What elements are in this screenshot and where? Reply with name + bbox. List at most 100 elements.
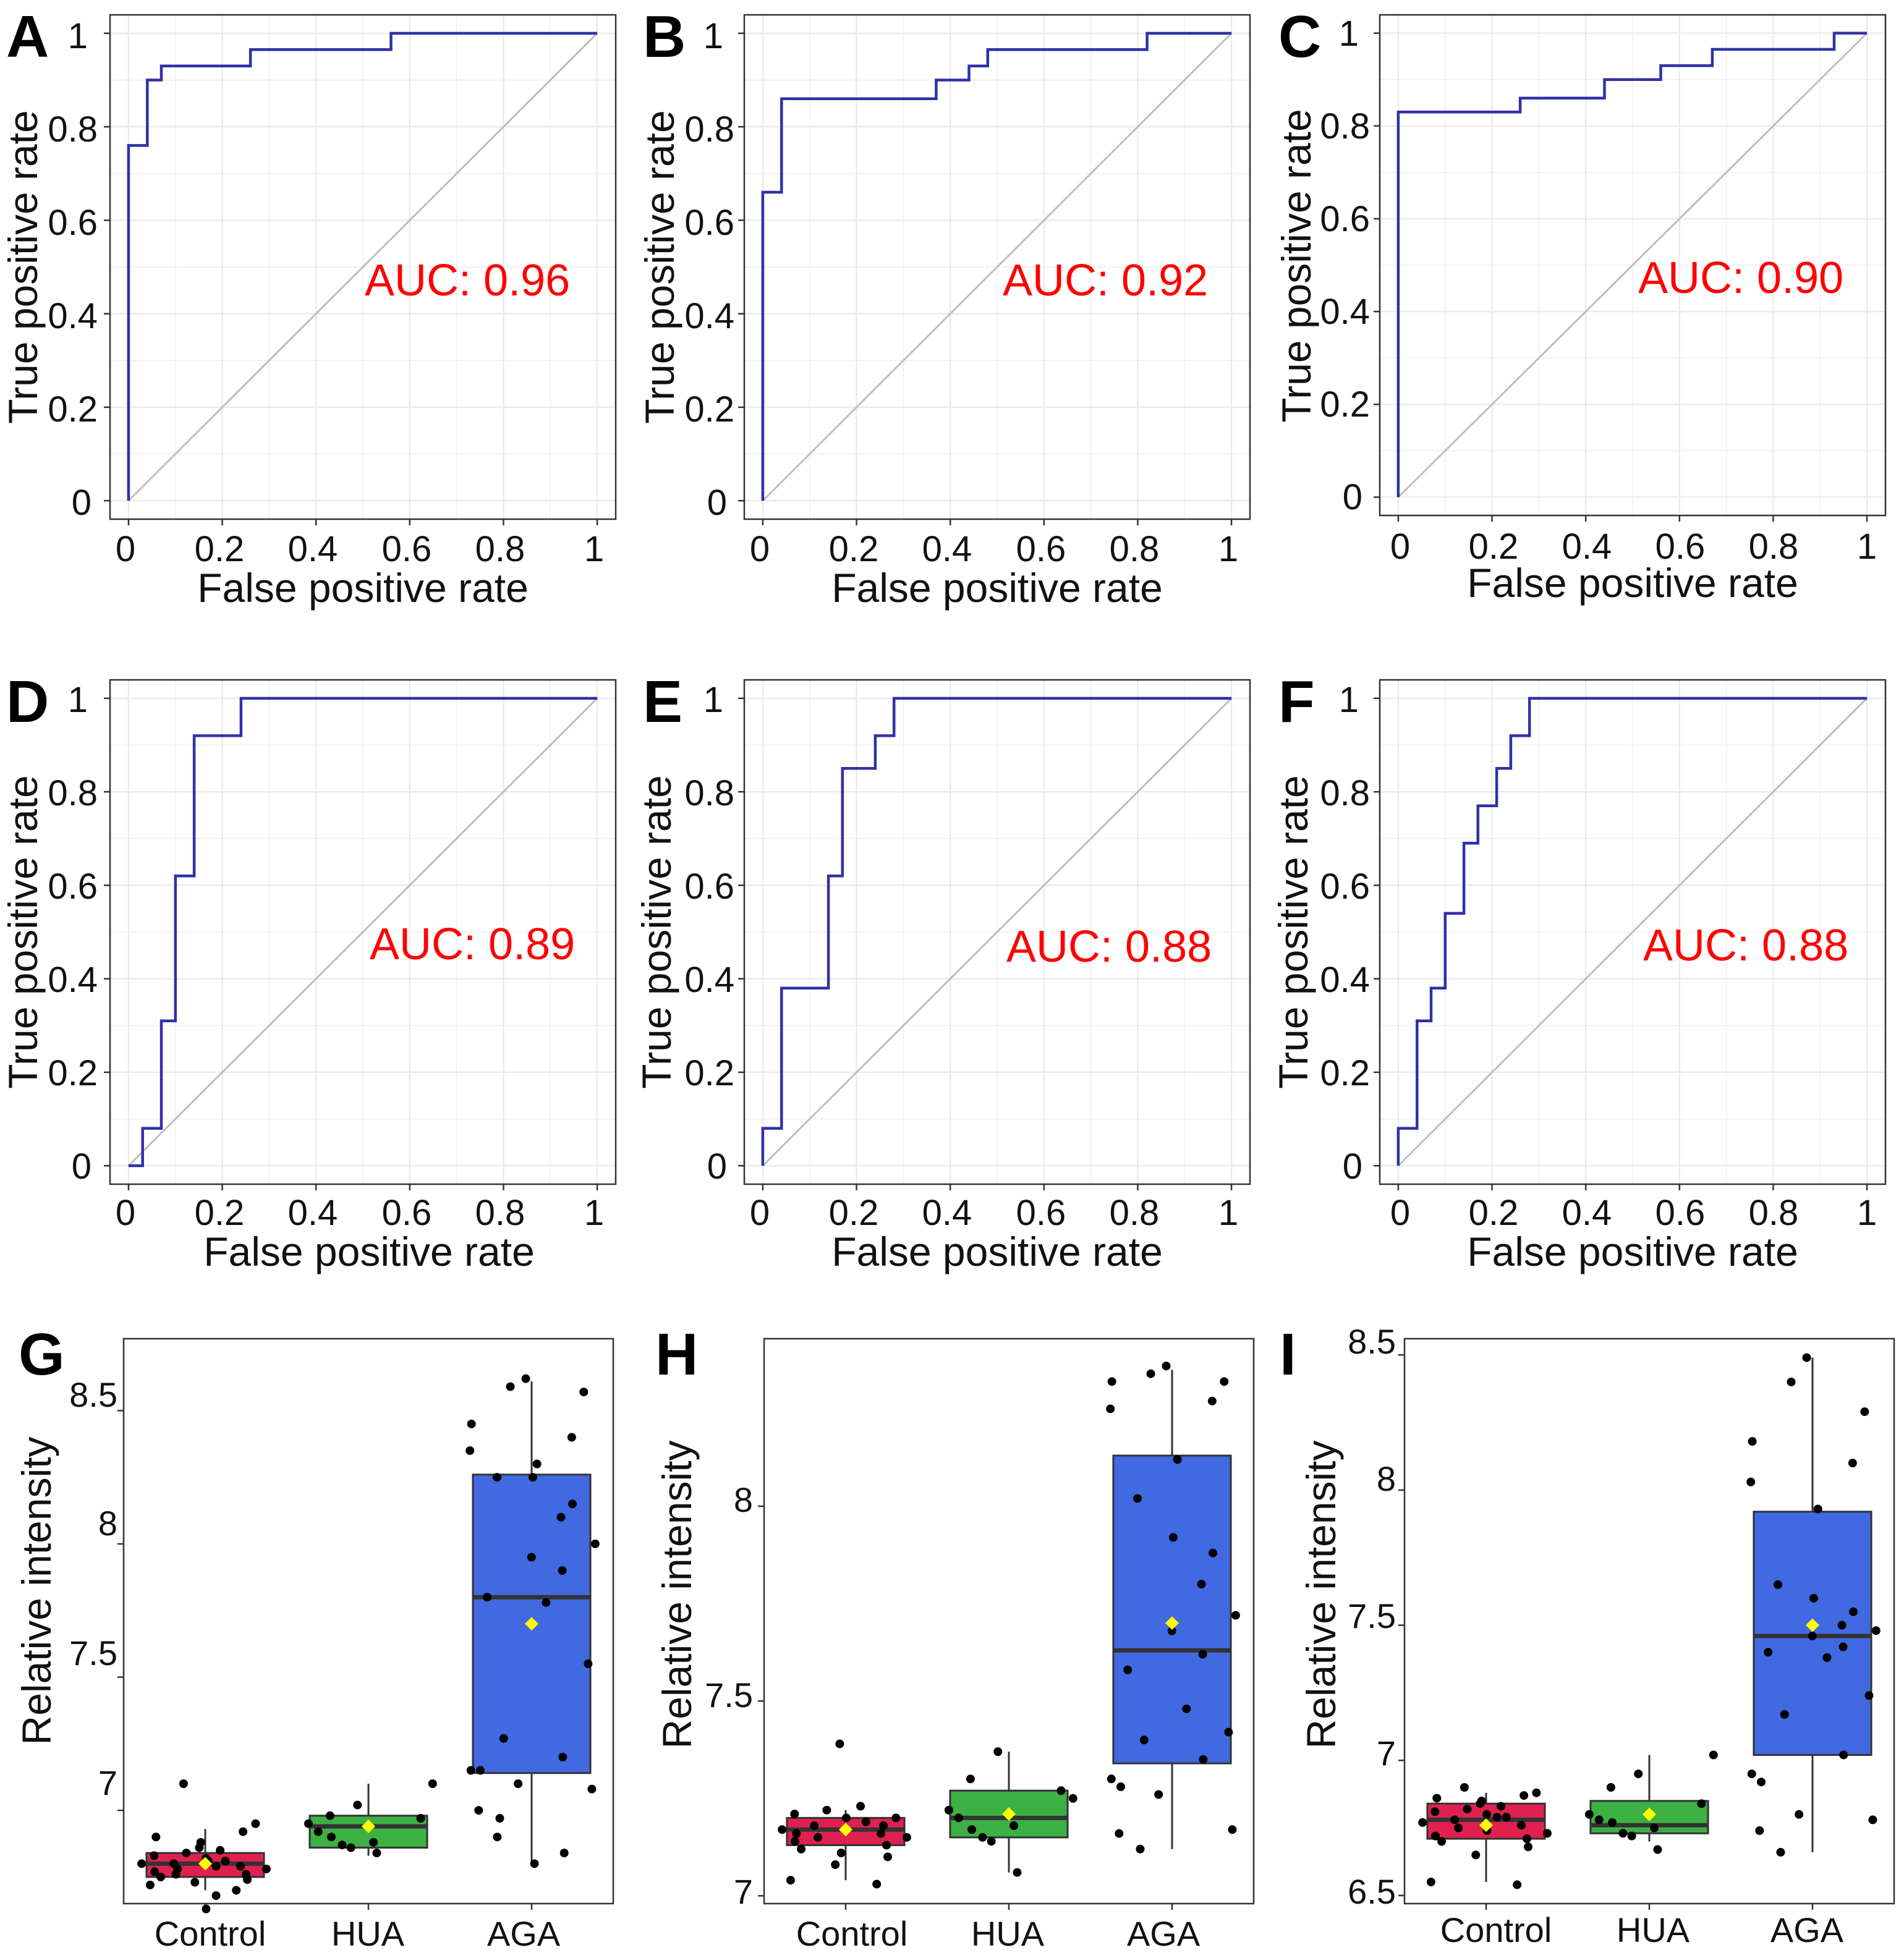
y-tick-label: 1 [703, 680, 723, 720]
x-tick-label: 0.2 [829, 529, 879, 569]
x-axis-title: False positive rate [831, 1229, 1163, 1274]
data-point [1437, 1837, 1447, 1846]
data-point [1220, 1377, 1229, 1386]
y-tick-label: 0.8 [684, 109, 734, 150]
x-tick-label: 1 [1857, 1193, 1877, 1233]
panel-letter: A [6, 4, 49, 70]
data-point [1627, 1831, 1636, 1841]
data-point [944, 1805, 953, 1815]
data-point [493, 1833, 502, 1842]
x-tick-label: 0.6 [382, 529, 432, 569]
data-point [325, 1811, 334, 1820]
y-tick-label: 7 [734, 1872, 753, 1911]
plot-border [1379, 679, 1887, 1185]
y-tick-label: 1 [1339, 680, 1359, 720]
y-axis-title: True positive rate [1273, 109, 1319, 422]
data-point [1162, 1362, 1171, 1371]
data-point [1838, 1642, 1848, 1651]
data-point [1755, 1826, 1764, 1835]
x-tick-label: 0 [116, 529, 135, 569]
data-point [239, 1827, 248, 1836]
x-tick-label: 0.8 [1110, 529, 1160, 569]
data-point [584, 1659, 593, 1668]
y-tick-label: 0 [707, 1146, 727, 1187]
data-point [1787, 1377, 1796, 1386]
data-point [1542, 1829, 1552, 1838]
panel-e: E 1 0.8 0.6 0.4 0.2 0 0 0.2 0.4 0.6 0.8 … [634, 669, 1251, 1274]
data-point [1634, 1769, 1643, 1779]
data-point [1748, 1437, 1757, 1446]
y-tick-label: 8.5 [1348, 1322, 1396, 1361]
data-point [1839, 1750, 1848, 1760]
x-axis-title: False positive rate [1467, 1229, 1798, 1274]
mean-marker [839, 1823, 852, 1837]
data-point [1198, 1650, 1207, 1659]
mean-marker [1165, 1616, 1179, 1630]
data-point [967, 1825, 976, 1834]
panel-h: H 7 7.5 8 Control HUA AGA Relative inten… [654, 1321, 1255, 1953]
data-point [1106, 1404, 1115, 1413]
plot-border [109, 14, 617, 520]
y-tick-label: 1 [68, 16, 88, 56]
data-point [467, 1419, 476, 1428]
x-tick-label: 0.6 [1655, 527, 1706, 567]
auc-annotation: AUC: 0.88 [1643, 921, 1848, 970]
data-point [1432, 1794, 1442, 1803]
y-tick-label: 0.4 [1320, 292, 1370, 332]
x-tick-label: 0.8 [1749, 527, 1799, 567]
diagonal-reference-line [762, 32, 1233, 502]
data-point [1013, 1868, 1022, 1877]
x-axis-title: False positive rate [831, 565, 1163, 611]
mean-marker [198, 1857, 212, 1871]
data-point [465, 1446, 475, 1456]
plot-border [109, 679, 617, 1185]
data-point [326, 1833, 336, 1842]
data-point [579, 1388, 589, 1397]
data-point [1482, 1810, 1492, 1819]
data-point [1868, 1815, 1877, 1824]
x-tick-label: 0.4 [922, 1193, 972, 1233]
y-axis-title: True positive rate [637, 110, 682, 423]
data-point [1154, 1790, 1163, 1799]
y-axis-title: Relative intensity [14, 1437, 59, 1745]
x-tick-label: 0.2 [195, 529, 245, 569]
data-point [1517, 1821, 1526, 1830]
y-tick-label: 7.5 [69, 1634, 117, 1672]
panel-letter: D [6, 669, 49, 735]
data-point [778, 1825, 787, 1834]
data-point [877, 1829, 886, 1838]
data-point [169, 1859, 179, 1868]
diagonal-reference-line [1397, 32, 1868, 498]
data-point [831, 1860, 840, 1869]
y-tick-label: 0.2 [1320, 1053, 1370, 1093]
y-tick-label: 0.6 [1320, 867, 1370, 907]
data-point [966, 1774, 975, 1784]
data-point [1780, 1710, 1789, 1719]
panel-letter: G [19, 1321, 65, 1388]
data-point [1056, 1786, 1066, 1795]
roc-curve [128, 697, 598, 1168]
x-tick-label: 0.4 [1562, 1193, 1612, 1233]
data-point [1524, 1842, 1533, 1852]
y-tick-label: 1 [68, 680, 88, 720]
x-tick-label: 0.4 [288, 529, 338, 569]
data-point [558, 1752, 567, 1761]
data-point [856, 1802, 865, 1811]
data-point [822, 1805, 831, 1815]
data-point [346, 1843, 355, 1852]
x-category-label: AGA [487, 1914, 561, 1953]
data-point [532, 1459, 542, 1468]
data-point [150, 1867, 159, 1876]
diagonal-reference-line [762, 697, 1233, 1167]
data-point [1650, 1823, 1659, 1833]
data-point [313, 1827, 323, 1836]
y-tick-label: 7 [98, 1763, 117, 1802]
box-iqr [1112, 1454, 1232, 1765]
data-point [1231, 1611, 1240, 1620]
auc-annotation: AUC: 0.88 [1006, 922, 1212, 972]
data-point [1430, 1807, 1440, 1816]
data-point [1133, 1494, 1142, 1503]
x-tick-label: 0.6 [1016, 1193, 1066, 1233]
data-point [495, 1814, 504, 1823]
auc-annotation: AUC: 0.96 [365, 256, 570, 305]
